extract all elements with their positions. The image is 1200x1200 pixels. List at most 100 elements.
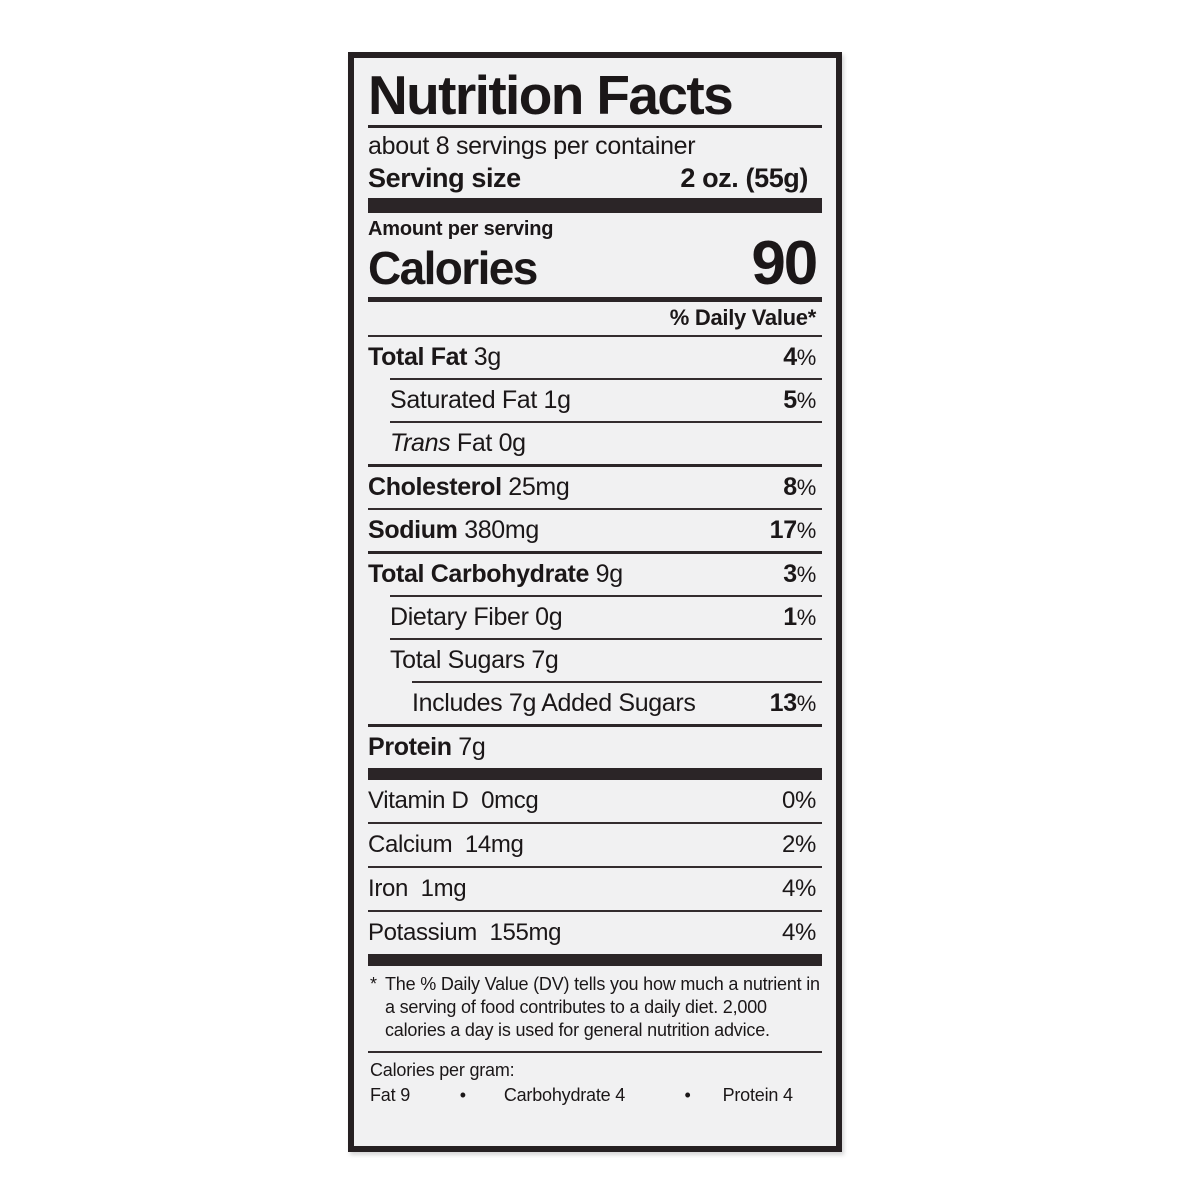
total-sugars-amount: 7g	[531, 645, 559, 674]
vitamin-d-pct: %	[795, 786, 816, 814]
vitamin-d-dv: 0	[782, 786, 795, 814]
dietary-fiber-pct: %	[796, 604, 817, 630]
row-calcium: Calcium 14mg 2%	[368, 824, 822, 866]
potassium-pct: %	[795, 918, 816, 946]
sodium-name: Sodium	[368, 515, 458, 544]
trans-fat-name: Fat	[456, 428, 492, 457]
added-sugars-rule	[412, 680, 822, 683]
total-sugars-name: Total Sugars	[390, 645, 525, 674]
calories-per-gram-heading: Calories per gram:	[370, 1059, 515, 1080]
row-total-sugars: Total Sugars 7g	[368, 640, 822, 681]
calories-label: Calories	[368, 241, 538, 294]
row-saturated-fat: Saturated Fat 1g 5%	[368, 380, 822, 421]
total-carbohydrate-rule	[368, 550, 822, 554]
saturated-fat-amount: 1g	[543, 385, 571, 414]
total-carbohydrate-name: Total Carbohydrate	[368, 559, 590, 588]
row-sodium: Sodium 380mg 17%	[368, 510, 822, 551]
row-cholesterol: Cholesterol 25mg 8%	[368, 467, 822, 508]
vitamin-d-name: Vitamin D	[368, 786, 469, 814]
cpg-carbohydrate: Carbohydrate 4	[503, 1084, 626, 1105]
cholesterol-rule	[368, 463, 822, 467]
servings-per-container: about 8 servings per container	[368, 132, 696, 161]
cholesterol-name: Cholesterol	[368, 472, 502, 501]
sodium-rule	[368, 507, 822, 510]
potassium-rule	[368, 909, 822, 912]
total-fat-dv: 4	[783, 342, 797, 371]
serving-size-value: 2 oz. (55g)	[680, 162, 808, 193]
calcium-pct: %	[795, 830, 816, 858]
saturated-fat-rule	[390, 377, 822, 380]
added-sugars-pct: %	[796, 690, 817, 716]
trans-fat-amount: 0g	[498, 428, 526, 457]
total-fat-name: Total Fat	[368, 342, 468, 371]
serving-section-divider	[368, 197, 822, 213]
vitamin-d-amount: 0mcg	[481, 786, 539, 814]
nutrition-facts-panel: Nutrition Facts about 8 servings per con…	[348, 52, 842, 1152]
nutrition-facts-inner: Nutrition Facts about 8 servings per con…	[368, 67, 822, 1155]
cpg-fat: Fat 9	[370, 1084, 411, 1105]
daily-value-footnote: * The % Daily Value (DV) tells you how m…	[368, 966, 822, 1051]
iron-amount: 1mg	[420, 874, 467, 902]
row-total-fat: Total Fat 3g 4%	[368, 337, 822, 378]
iron-pct: %	[795, 874, 816, 902]
potassium-name: Potassium	[368, 918, 477, 946]
sodium-amount: 380mg	[464, 515, 539, 544]
calories-per-gram-row: Fat 9 • Carbohydrate 4 • Protein 4	[370, 1084, 820, 1108]
protein-section-divider	[368, 767, 822, 780]
dietary-fiber-amount: 0g	[535, 602, 563, 631]
total-fat-pct: %	[796, 344, 817, 370]
cholesterol-pct: %	[796, 474, 817, 500]
row-dietary-fiber: Dietary Fiber 0g 1%	[368, 597, 822, 638]
footnote-asterisk: *	[370, 973, 377, 994]
row-total-carbohydrate: Total Carbohydrate 9g 3%	[368, 554, 822, 595]
trans-fat-rule	[390, 420, 822, 423]
saturated-fat-pct: %	[796, 387, 817, 413]
total-carbohydrate-pct: %	[796, 561, 817, 587]
calories-value: 90	[751, 228, 818, 298]
amount-per-serving-label: Amount per serving	[368, 217, 554, 240]
total-carbohydrate-dv: 3	[783, 559, 797, 588]
cpg-separator-1: •	[459, 1084, 466, 1105]
calories-row: Calories 90	[368, 228, 822, 298]
serving-size-row: Serving size 2 oz. (55g)	[368, 163, 822, 198]
cpg-separator-2: •	[684, 1084, 691, 1105]
row-iron: Iron 1mg 4%	[368, 868, 822, 910]
sodium-dv: 17	[769, 515, 797, 544]
serving-size-label: Serving size	[368, 162, 521, 193]
sodium-pct: %	[796, 517, 817, 543]
added-sugars-dv: 13	[769, 688, 797, 717]
dietary-fiber-dv: 1	[783, 602, 797, 631]
calories-per-gram-block: Calories per gram: Fat 9 • Carbohydrate …	[368, 1053, 822, 1108]
total-carbohydrate-amount: 9g	[595, 559, 623, 588]
protein-amount: 7g	[458, 732, 486, 761]
dietary-fiber-rule	[390, 594, 822, 597]
calories-divider	[368, 296, 822, 302]
iron-name: Iron	[368, 874, 408, 902]
potassium-amount: 155mg	[489, 918, 562, 946]
added-sugars-name: Includes 7g Added Sugars	[412, 688, 696, 717]
protein-name: Protein	[368, 732, 452, 761]
trans-fat-name-italic: Trans	[390, 428, 451, 457]
calcium-dv: 2	[782, 830, 795, 858]
title-divider	[368, 125, 822, 129]
total-fat-rule	[368, 334, 822, 337]
iron-rule	[368, 865, 822, 868]
daily-value-header: % Daily Value*	[669, 304, 817, 330]
vitamins-section-divider	[368, 953, 822, 966]
calcium-rule	[368, 821, 822, 824]
row-potassium: Potassium 155mg 4%	[368, 912, 822, 954]
row-trans-fat: Trans Fat 0g	[368, 423, 822, 464]
potassium-dv: 4	[782, 918, 795, 946]
row-protein: Protein 7g	[368, 727, 822, 768]
saturated-fat-name: Saturated Fat	[390, 385, 537, 414]
cholesterol-amount: 25mg	[508, 472, 570, 501]
total-sugars-rule	[390, 637, 822, 640]
iron-dv: 4	[782, 874, 795, 902]
protein-rule	[368, 723, 822, 727]
footnote-divider	[368, 1050, 822, 1053]
page-title: Nutrition Facts	[368, 64, 734, 126]
total-fat-amount: 3g	[473, 342, 501, 371]
saturated-fat-dv: 5	[783, 385, 797, 414]
cpg-protein: Protein 4	[722, 1084, 793, 1105]
